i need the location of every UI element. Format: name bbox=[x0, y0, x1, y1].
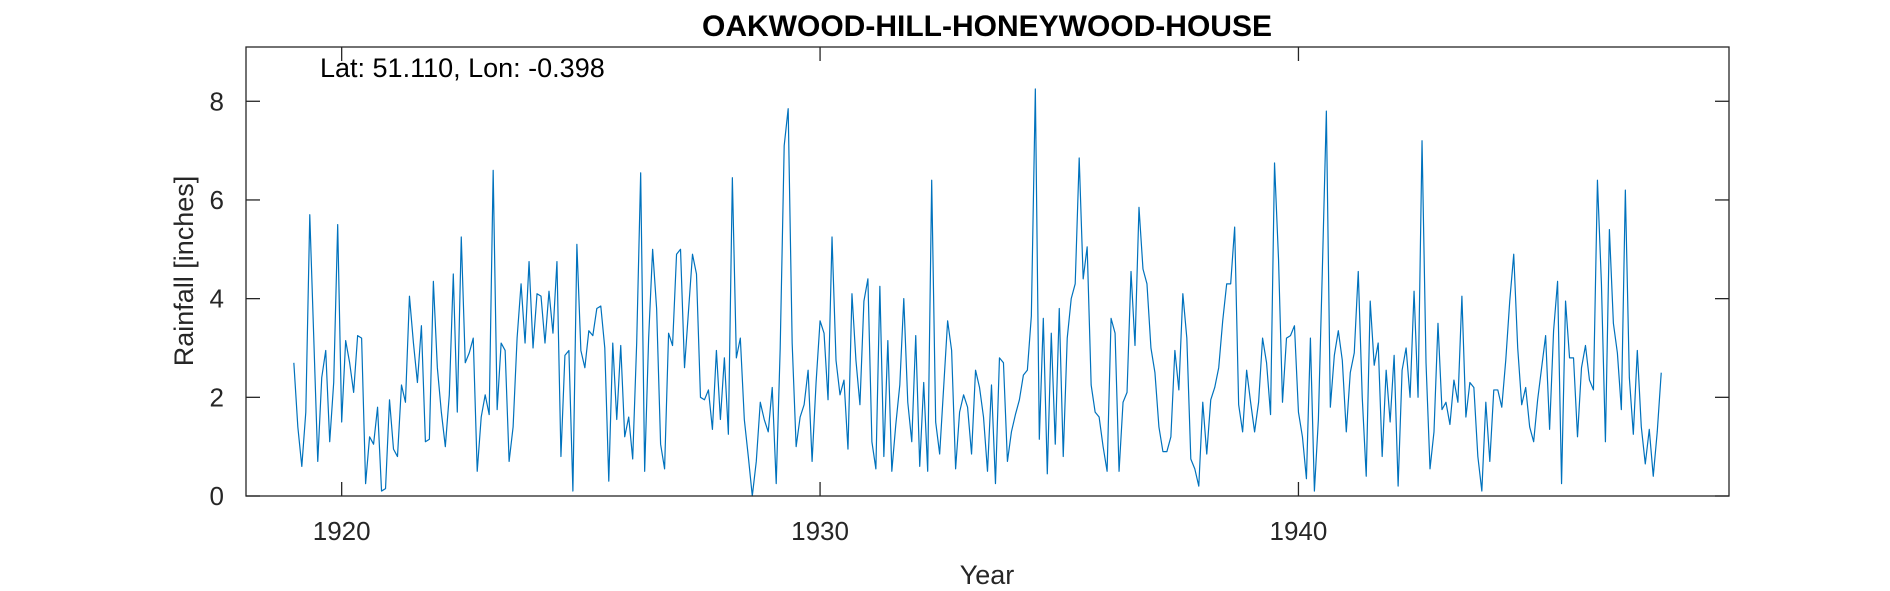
x-tick-label: 1920 bbox=[313, 516, 371, 546]
y-axis-label: Rainfall [inches] bbox=[169, 176, 199, 367]
series-line-1 bbox=[293, 88, 1662, 497]
tick-layer: 1920 1930 1940 0 2 4 6 8 bbox=[210, 47, 1729, 546]
y-tick-label: 6 bbox=[210, 185, 224, 215]
x-tick-label: 1930 bbox=[791, 516, 849, 546]
plot-background bbox=[246, 47, 1729, 496]
y-tick-label: 2 bbox=[210, 382, 224, 412]
y-tick-label: 8 bbox=[210, 86, 224, 116]
y-tick-label: 4 bbox=[210, 284, 224, 314]
x-tick-label: 1940 bbox=[1270, 516, 1328, 546]
x-axis-label: Year bbox=[960, 560, 1015, 590]
data-layer bbox=[293, 88, 1662, 497]
plot-frame bbox=[245, 46, 1730, 497]
y-tick-label: 0 bbox=[210, 481, 224, 511]
chart-title: OAKWOOD-HILL-HONEYWOOD-HOUSE bbox=[702, 10, 1272, 43]
location-annotation: Lat: 51.110, Lon: -0.398 bbox=[320, 53, 605, 83]
